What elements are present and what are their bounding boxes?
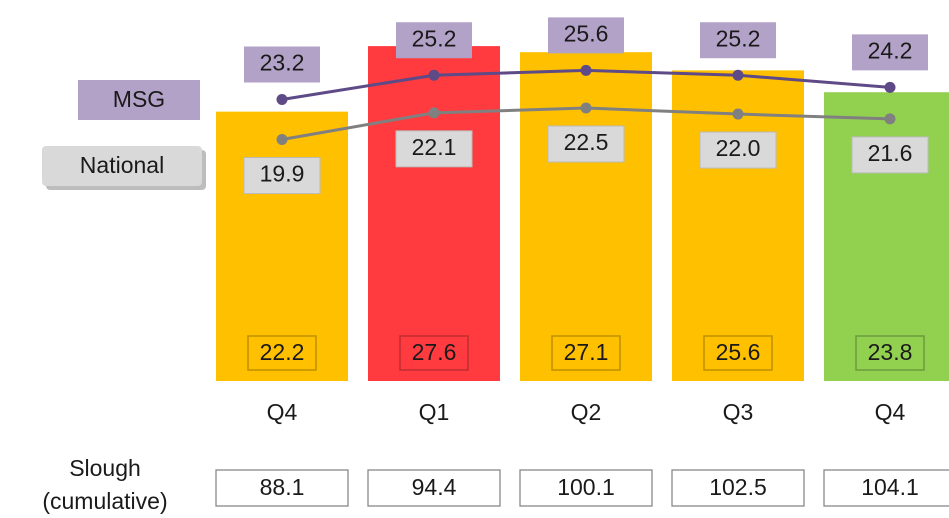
line-point: [732, 69, 744, 81]
line-label-box: [699, 131, 777, 169]
x-tick-label: Q4: [875, 399, 906, 425]
line-label: 25.6: [564, 20, 609, 46]
line-label-box: [852, 34, 928, 71]
table-cell: [519, 469, 653, 507]
legend-label: National: [80, 152, 164, 178]
table-cell: [367, 469, 501, 507]
table-value: 94.4: [412, 474, 457, 500]
line-point: [884, 113, 896, 125]
line-label-box: [700, 22, 776, 59]
line-label-box: [395, 130, 473, 168]
line-label: 24.2: [868, 37, 913, 63]
line-label: 23.2: [260, 50, 305, 76]
table-value: 88.1: [260, 474, 305, 500]
table-cell: [671, 469, 805, 507]
line-label-box: [244, 46, 320, 83]
bar-label-box: [703, 335, 773, 371]
line-point: [580, 102, 592, 114]
bar: [520, 52, 652, 381]
line-point: [276, 134, 288, 146]
table-value: 100.1: [557, 474, 615, 500]
line-label: 25.2: [412, 25, 457, 51]
line-label: 25.2: [716, 25, 761, 51]
line-point: [428, 69, 440, 81]
legend-box: [42, 146, 202, 186]
bar-label: 27.1: [564, 339, 609, 365]
table-cell: [823, 469, 949, 507]
bar: [216, 111, 348, 382]
bar-label-box: [247, 335, 317, 371]
x-tick-label: Q4: [267, 399, 298, 425]
legend-label: MSG: [113, 86, 165, 112]
row-label: Slough (cumulative): [42, 455, 168, 514]
line-point: [276, 93, 288, 105]
table-value: 102.5: [709, 474, 767, 500]
bar-label-box: [399, 335, 469, 371]
line-label: 22.1: [412, 134, 457, 160]
legend-box: [78, 80, 200, 120]
bar: [672, 70, 804, 381]
line-label-box: [851, 136, 929, 174]
line-label-box: [243, 157, 321, 195]
x-tick-label: Q1: [419, 399, 450, 425]
line-point: [732, 108, 744, 120]
line-label: 22.0: [716, 135, 761, 161]
bar-label: 22.2: [260, 339, 305, 365]
line-label: 22.5: [564, 129, 609, 155]
line-label: 19.9: [260, 161, 305, 187]
bar-label: 25.6: [716, 339, 761, 365]
table-cell: [215, 469, 349, 507]
bar-label-box: [855, 335, 925, 371]
x-tick-label: Q2: [571, 399, 602, 425]
line-label-box: [547, 125, 625, 163]
line-label-box: [396, 22, 472, 59]
bar-label: 27.6: [412, 339, 457, 365]
line-label: 21.6: [868, 140, 913, 166]
line-point: [884, 81, 896, 93]
x-tick-label: Q3: [723, 399, 754, 425]
line-point: [580, 64, 592, 76]
line-point: [428, 107, 440, 119]
table-value: 104.1: [861, 474, 919, 500]
bar-label-box: [551, 335, 621, 371]
line-label-box: [548, 17, 624, 54]
bar: [824, 92, 949, 382]
bar-label: 23.8: [868, 339, 913, 365]
bar: [368, 46, 500, 382]
